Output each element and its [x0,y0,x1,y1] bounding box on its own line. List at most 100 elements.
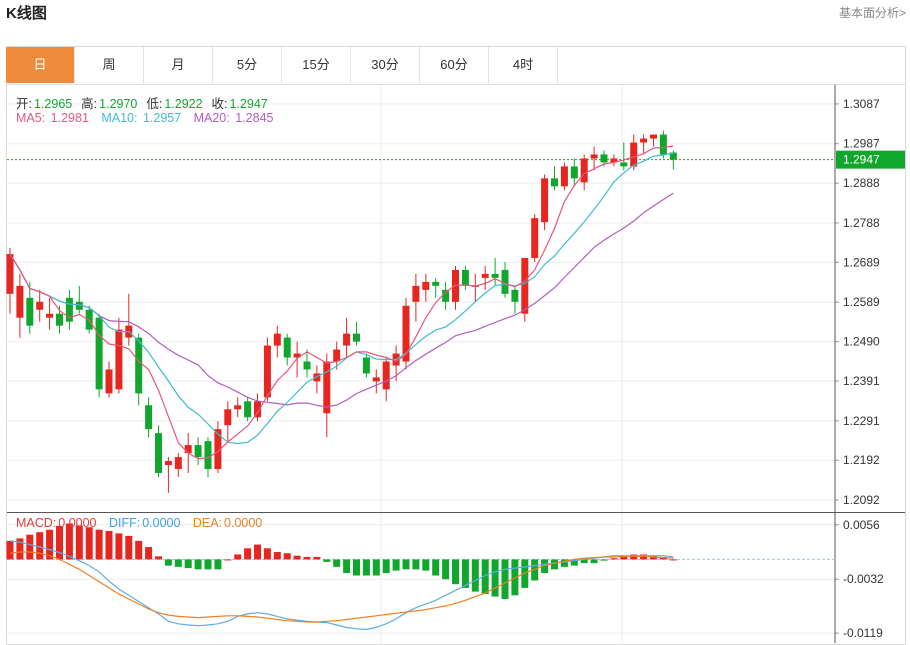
candle-down [194,445,202,458]
candle-down [501,269,509,294]
ma20-value: 1.2845 [235,111,274,125]
macd-bar [392,559,400,571]
price-tick-label: 1.2490 [843,335,880,349]
candle-up [610,158,618,163]
candle-down [244,401,252,418]
price-tick-label: 1.2092 [843,493,880,507]
macd-bar [125,535,133,560]
tab-day[interactable]: 日 [6,47,75,83]
candle-down [65,297,73,322]
macd-legend: MACD: 0.0000 DIFF: 0.0000 DEA: 0.0000 [16,516,264,530]
fundamental-analysis-link[interactable]: 基本面分析> [838,6,906,20]
close-label: 收: [211,97,228,111]
macd-bar [372,559,380,576]
candle-down [551,178,558,187]
macd-bar [254,544,261,560]
macd-bar [145,547,153,560]
macd-bar [293,555,301,560]
tab-60min[interactable]: 60分 [420,47,489,83]
macd-bar [36,532,44,560]
tab-4hour[interactable]: 4时 [489,47,558,83]
candle-down [303,361,311,370]
price-tick-label: 1.2788 [843,216,880,230]
macd-tick-label: 0.0056 [843,518,880,532]
candle-up [184,445,192,454]
candle-up [293,353,301,358]
ohlc-legend: 开: 1.2965 高: 1.2970 低: 1.2922 收: 1.2947 [16,93,270,112]
candle-down [353,333,360,342]
candle-down [659,134,667,155]
candle-up [333,349,341,362]
macd-bar [194,559,202,570]
tab-week[interactable]: 周 [75,47,144,83]
tab-month[interactable]: 月 [144,47,213,83]
macd-bar [491,559,499,597]
macd-bar [620,556,628,560]
candle-up [6,254,14,294]
price-tick-label: 1.3087 [843,97,880,111]
candle-down [669,152,677,160]
candle-up [382,361,390,390]
price-tick-label: 1.2192 [843,453,880,467]
macd-bar [610,558,618,560]
macd-bar [461,559,469,588]
close-value: 1.2947 [229,97,268,111]
macd-bar [412,559,420,570]
candle-down [155,433,162,473]
macd-bar [422,559,430,571]
tab-15min[interactable]: 15分 [282,47,351,83]
candle-up [214,429,222,470]
candle-up [630,142,638,167]
macd-bar [6,540,14,560]
candle-down [620,162,628,167]
high-label: 高: [81,97,98,111]
macd-bar [184,559,192,569]
macd-bar [214,559,222,570]
macd-bar [155,556,162,560]
macd-bar [105,530,113,560]
low-label: 低: [146,97,163,111]
macd-bar [452,559,459,585]
candle-down [95,317,103,390]
price-tick-label: 1.2987 [843,137,880,151]
dea-label: DEA: [192,516,223,530]
ma10-label: MA10: [101,111,138,125]
high-value: 1.2970 [99,97,138,111]
macd-bar [16,538,24,560]
candle-up [224,409,232,426]
macd-bar [640,554,648,560]
macd-bar [600,559,608,561]
macd-bar [244,548,252,560]
diff-value: 0.0000 [142,516,181,530]
tab-5min[interactable]: 5分 [213,47,282,83]
macd-tick-label: -0.0119 [843,626,883,640]
open-value: 1.2965 [33,97,73,111]
candle-down [511,289,519,302]
price-tick-label: 1.2589 [843,295,880,309]
macd-bar [115,533,123,560]
macd-bar [46,529,54,560]
candle-down [362,357,370,374]
macd-bar [323,559,331,562]
macd-bar [580,559,588,564]
macd-bar [95,529,103,560]
ma20-line [9,192,674,408]
candle-up [521,257,529,314]
macd-bar [481,559,489,595]
macd-bar [343,559,351,574]
current-price-tag [836,150,905,169]
candle-down [600,154,608,163]
candle-down [283,337,291,358]
macd-bar [551,559,558,570]
macd-bar [442,559,450,580]
candle-up [263,345,271,398]
candle-up [481,273,489,278]
candle-up [422,281,430,290]
tab-30min[interactable]: 30分 [351,47,420,83]
macd-bar [362,559,370,576]
ma5-label: MA5: [16,111,46,125]
macd-bar [164,559,172,566]
candle-up [273,333,281,346]
candle-up [650,134,657,139]
